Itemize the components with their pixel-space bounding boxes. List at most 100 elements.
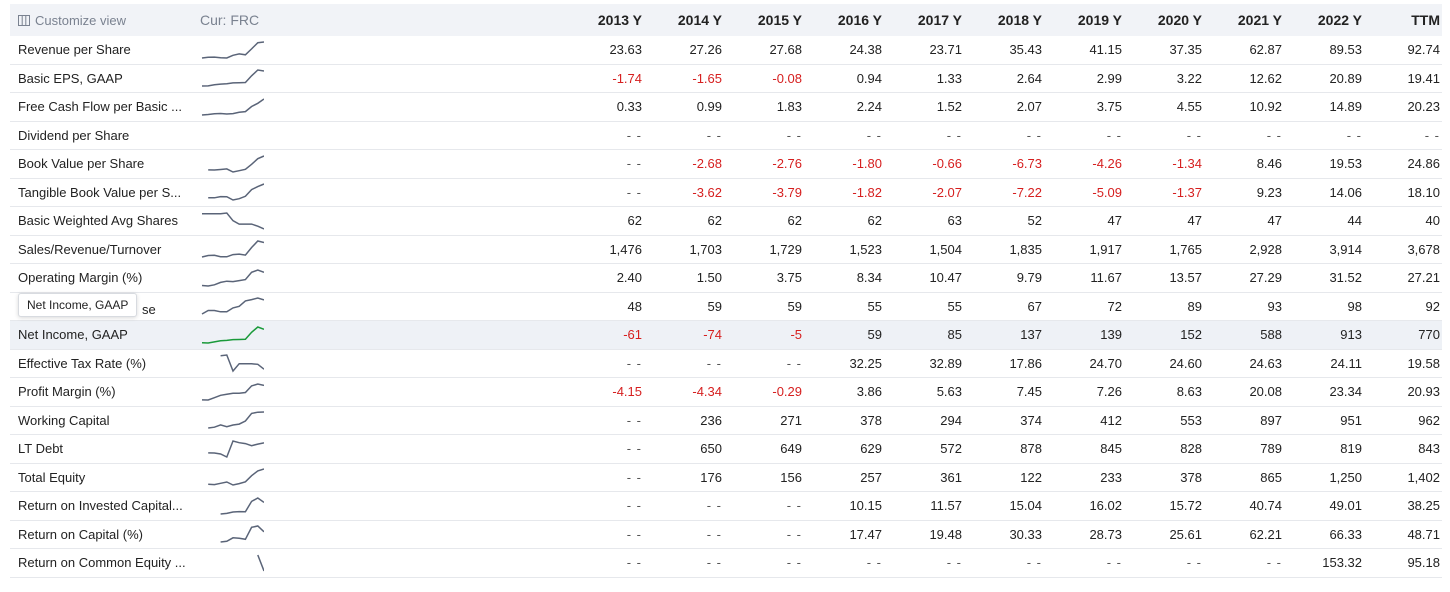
table-row[interactable]: Return on Capital (%) - - - - - - 17.47 19.48… (10, 521, 1442, 549)
sparkline (200, 97, 270, 117)
table-cell: 878 (1020, 441, 1042, 457)
sparkline (200, 40, 270, 60)
table-cell: 588 (1260, 327, 1282, 343)
column-header[interactable]: 2013 Y (597, 12, 642, 28)
table-row[interactable]: Revenue per Share 23.63 27.26 27.68 24.38 23.… (10, 36, 1442, 65)
table-cell: - - (946, 127, 962, 143)
row-values: - - 236 271 378 294 374 412 553 897 951 962 (270, 413, 1442, 428)
table-cell: 1.33 (936, 70, 962, 86)
table-cell: 843 (1418, 441, 1440, 457)
column-header[interactable]: 2020 Y (1157, 12, 1202, 28)
sparkline-line (220, 525, 264, 543)
table-row[interactable]: Basic EPS, GAAP -1.74 -1.65 -0.08 0.94 1.33 2.… (10, 65, 1442, 93)
table-row[interactable]: Net Income, GAAP -61 -74 -5 59 85 137 139 152 588… (10, 321, 1442, 350)
table-cell: 1.50 (696, 270, 722, 286)
table-cell: 32.25 (849, 355, 882, 371)
table-row[interactable]: Return on Invested Capital... - - - - - - 10… (10, 492, 1442, 521)
column-header[interactable]: TTM (1411, 12, 1440, 28)
row-values: - - 650 649 629 572 878 845 828 789 819 843 (270, 441, 1442, 456)
row-values: - - 176 156 257 361 122 233 378 865 1,250 1,402 (270, 470, 1442, 485)
table-cell: 24.60 (1169, 355, 1202, 371)
column-header[interactable]: 2017 Y (917, 12, 962, 28)
table-row[interactable]: Basic Weighted Avg Shares 62 62 62 62 63 52 47 4… (10, 207, 1442, 236)
table-cell: 11.57 (930, 498, 962, 514)
column-headers: 2013 Y 2014 Y 2015 Y 2016 Y 2017 Y 2018 Y 2019… (260, 12, 1442, 28)
table-row[interactable]: Tangible Book Value per S... - - -3.62 -3.7… (10, 179, 1442, 207)
table-row[interactable]: Book Value per Share - - -2.68 -2.76 -1.80 -0… (10, 150, 1442, 179)
sparkline (200, 439, 270, 459)
row-label: Total Equity (18, 469, 86, 485)
table-cell: - - (786, 526, 802, 542)
sparkline-chart (201, 41, 264, 59)
table-cell: 865 (1260, 469, 1282, 485)
table-row[interactable]: Total Equity - - 176 156 257 361 122 233 378 865 1… (10, 464, 1442, 492)
table-row[interactable]: Effective Tax Rate (%) - - - - - - 32.25 32.8… (10, 350, 1442, 378)
table-cell: 24.63 (1249, 355, 1282, 371)
sparkline-line (208, 411, 264, 429)
table-cell: 15.04 (1009, 498, 1042, 514)
column-header[interactable]: 2022 Y (1317, 12, 1362, 28)
table-cell: -61 (623, 327, 642, 343)
table-cell: 32.89 (929, 355, 962, 371)
sparkline (200, 296, 270, 316)
table-cell: 1.83 (776, 99, 802, 115)
table-row[interactable]: Working Capital - - 236 271 378 294 374 412 553 8… (10, 407, 1442, 435)
table-row[interactable]: Net Income, GAAP 48 59 59 55 55 67 72 89 93 98 92 (10, 293, 1442, 321)
table-cell: 89 (1187, 298, 1202, 314)
table-cell: 17.47 (849, 526, 882, 542)
table-cell: 23.63 (609, 42, 642, 58)
table-cell: 8.46 (1256, 156, 1282, 172)
table-cell: - - (1346, 127, 1362, 143)
sparkline-line (201, 240, 264, 258)
row-values: - - -3.62 -3.79 -1.82 -2.07 -7.22 -5.09 -1.37 9.… (270, 185, 1442, 200)
sparkline-chart (202, 211, 264, 230)
table-cell: 8.63 (1176, 384, 1202, 400)
table-cell: - - (1424, 127, 1440, 143)
currency-selector[interactable]: Cur: FRC (200, 12, 260, 28)
table-cell: 828 (1180, 441, 1202, 457)
table-cell: -4.15 (612, 384, 642, 400)
table-cell: 236 (700, 412, 722, 428)
table-cell: - - (706, 526, 722, 542)
column-header[interactable]: 2015 Y (757, 12, 802, 28)
table-cell: 378 (1180, 469, 1202, 485)
table-cell: - - (866, 127, 882, 143)
table-row[interactable]: Operating Margin (%) 2.40 1.50 3.75 8.34 10.4… (10, 264, 1442, 293)
table-cell: 16.02 (1089, 498, 1122, 514)
table-row[interactable]: Profit Margin (%) -4.15 -4.34 -0.29 3.86 5.63… (10, 378, 1442, 407)
column-header[interactable]: 2018 Y (997, 12, 1042, 28)
column-header[interactable]: 2014 Y (677, 12, 722, 28)
column-header[interactable]: 2016 Y (837, 12, 882, 28)
table-cell: 10.15 (849, 498, 882, 514)
table-row[interactable]: LT Debt - - 650 649 629 572 878 845 828 789 819 843 (10, 435, 1442, 464)
table-row[interactable]: Dividend per Share - - - - - - - - - - - - - - -… (10, 122, 1442, 150)
table-row[interactable]: Free Cash Flow per Basic ... 0.33 0.99 1.83… (10, 93, 1442, 122)
table-cell: 913 (1340, 327, 1362, 343)
table-cell: - - (626, 412, 642, 428)
table-cell: -5.09 (1092, 184, 1122, 200)
table-cell: -1.82 (852, 184, 882, 200)
table-cell: 85 (947, 327, 962, 343)
table-cell: 20.08 (1249, 384, 1282, 400)
customize-view-button[interactable]: Customize view (10, 13, 200, 28)
column-header[interactable]: 2021 Y (1237, 12, 1282, 28)
table-cell: 1,402 (1407, 469, 1440, 485)
row-values: -61 -74 -5 59 85 137 139 152 588 913 770 (270, 327, 1442, 342)
table-cell: 3.75 (776, 270, 802, 286)
column-header[interactable]: 2019 Y (1077, 12, 1122, 28)
table-cell: 62 (867, 213, 882, 229)
table-cell: 14.06 (1329, 184, 1362, 200)
table-row[interactable]: Return on Common Equity ... - -- -- -- --… (10, 549, 1442, 578)
table-row[interactable]: Sales/Revenue/Turnover 1,476 1,703 1,729 1,5… (10, 236, 1442, 264)
table-cell: 233 (1100, 469, 1122, 485)
table-cell: 7.45 (1016, 384, 1042, 400)
table-cell: 1,523 (849, 241, 882, 257)
sparkline (200, 410, 270, 430)
table-cell: -6.73 (1012, 156, 1042, 172)
table-cell: -2.07 (932, 184, 962, 200)
row-label: Basic Weighted Avg Shares (18, 213, 178, 229)
sparkline-line (208, 439, 264, 458)
sparkline (200, 553, 270, 573)
sparkline-line (220, 496, 264, 515)
table-cell: 62 (627, 213, 642, 229)
